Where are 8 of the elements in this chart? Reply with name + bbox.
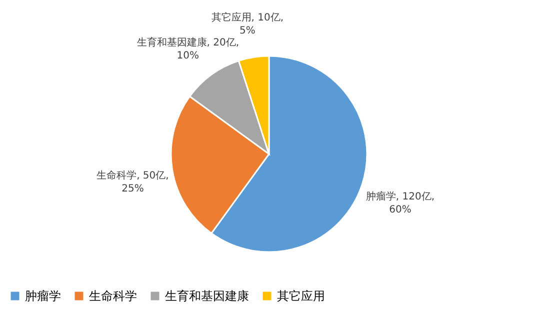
legend-label: 生育和基因建康 (165, 289, 249, 303)
data-label: 生育和基因建康, 20亿, 10% (136, 36, 240, 62)
legend-label: 其它应用 (277, 289, 325, 303)
data-label: 肿瘤学, 120亿, 60% (366, 190, 435, 216)
legend-label: 生命科学 (89, 289, 137, 303)
data-label: 其它应用, 10亿, 5% (211, 12, 284, 37)
legend-label: 肿瘤学 (25, 289, 61, 303)
data-label: 生命科学, 50亿, 25% (96, 170, 169, 195)
